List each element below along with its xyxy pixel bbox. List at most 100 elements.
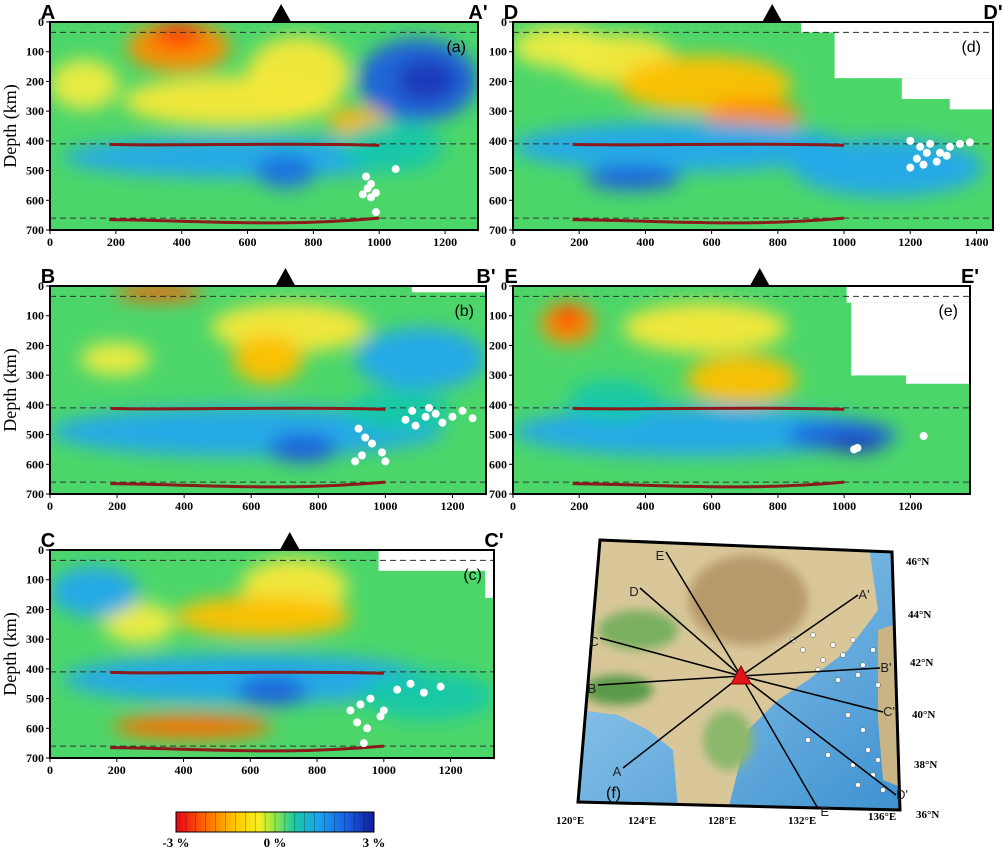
x-tick-label: 1200 [433, 235, 457, 249]
section-start-label: A [41, 2, 55, 24]
y-tick-label: 400 [26, 134, 44, 148]
profile-line-label: B' [880, 660, 891, 675]
latitude-label: 44°N [908, 609, 931, 621]
profile-line [639, 587, 742, 677]
x-tick-label: 200 [107, 235, 125, 249]
earthquake-dot [376, 712, 385, 721]
seismic-dot [840, 652, 846, 658]
earthquake-dot [406, 679, 415, 688]
profile-line [597, 675, 742, 686]
x-tick-label: 200 [108, 499, 126, 513]
y-tick-label: 700 [26, 751, 44, 765]
x-tick-label: 1200 [898, 499, 922, 513]
seismic-dot [835, 677, 841, 683]
x-tick-label: 1400 [964, 235, 988, 249]
latitude-label: 36°N [916, 809, 939, 821]
earthquake-dot [431, 409, 440, 418]
profile-line-label: E' [820, 804, 831, 819]
y-tick-label: 400 [26, 398, 44, 412]
x-tick-label: 1200 [898, 235, 922, 249]
profile-line-label: D [629, 584, 638, 599]
y-tick-label: 200 [26, 74, 44, 88]
earthquake-dot [906, 163, 915, 172]
earthquake-dot [346, 706, 355, 715]
earthquake-dot [955, 139, 964, 148]
x-tick-label: 1000 [372, 763, 396, 777]
volcano-icon [749, 268, 770, 286]
x-tick-label: 1200 [440, 499, 464, 513]
d660-discontinuity [572, 480, 845, 489]
earthquake-dot [381, 457, 390, 466]
earthquake-dot [379, 706, 388, 715]
section-panel-4: D D'(d) 0 200 400 600 800 1000 1200 1400 0 100 200 30… [489, 2, 1002, 249]
profile-line-label: D' [896, 787, 908, 802]
y-tick-label: 500 [26, 164, 44, 178]
y-tick-label: 200 [26, 602, 44, 616]
profile-line-label: B [588, 681, 597, 696]
earthquake-dot [363, 724, 372, 733]
y-tick-label: 500 [489, 428, 507, 442]
y-tick-label: 300 [489, 104, 507, 118]
d660-discontinuity [110, 480, 386, 489]
profile-line-label: E [656, 548, 665, 563]
earthquake-dot [468, 414, 477, 423]
latitude-label: 42°N [910, 657, 933, 669]
d660-discontinuity [572, 216, 845, 225]
earthquake-dot [356, 700, 365, 709]
earthquake-dot [353, 718, 362, 727]
panel-tag: (e) [938, 303, 958, 320]
y-tick-label: 700 [26, 487, 44, 501]
panel-tag: (c) [463, 567, 482, 584]
earthquake-dot [448, 412, 457, 421]
y-tick-label: 100 [26, 45, 44, 59]
x-tick-label: 0 [47, 499, 53, 513]
section-start-label: C [41, 530, 55, 552]
seismic-dot [850, 637, 856, 643]
volcano-icon [279, 532, 300, 550]
y-tick-label: 500 [26, 692, 44, 706]
y-tick-label: 600 [26, 193, 44, 207]
profile-line [599, 637, 742, 677]
earthquake-dot [965, 138, 974, 147]
profile-line [740, 675, 897, 796]
profile-line-label: A' [858, 587, 869, 602]
earthquake-dot [362, 172, 371, 181]
x-tick-label: 0 [510, 235, 516, 249]
d660-discontinuity [109, 216, 380, 225]
d410-discontinuity [572, 406, 845, 411]
section-start-label: D [504, 2, 518, 24]
y-tick-label: 300 [26, 368, 44, 382]
x-tick-label: 800 [304, 235, 322, 249]
section-end-label: B' [476, 266, 495, 288]
x-tick-label: 600 [242, 499, 260, 513]
panel-tag: (d) [961, 39, 981, 56]
section-end-label: D' [983, 2, 1002, 24]
section-panel-2: B B'(b) 0 200 400 600 800 1000 1200 0 100 200 300 400… [0, 266, 496, 513]
earthquake-dot [942, 151, 951, 160]
x-tick-label: 400 [175, 499, 193, 513]
colorbar: -3 % 0 % 3 % [162, 811, 385, 850]
seismic-dot [875, 757, 881, 763]
volcano-marker-icon [730, 664, 752, 685]
earthquake-dot [945, 142, 954, 151]
y-tick-label: 0 [38, 543, 44, 557]
earthquake-dot [357, 451, 366, 460]
section-panel-5: E E'(e) 0 200 400 600 800 1000 1200 0 100 200 300 400… [489, 266, 979, 513]
section-end-label: A' [468, 2, 487, 24]
profile-line [740, 675, 821, 810]
profile-line [622, 675, 742, 769]
x-tick-label: 800 [769, 499, 787, 513]
y-tick-label: 0 [501, 279, 507, 293]
y-tick-label: 700 [26, 223, 44, 237]
earthquake-dot [408, 406, 417, 415]
y-tick-label: 300 [489, 368, 507, 382]
map-panel-tag: (f) [606, 785, 621, 802]
y-tick-label: 100 [26, 309, 44, 323]
longitude-label: 120°E [556, 815, 584, 827]
seismic-dot [860, 727, 866, 733]
y-tick-label: 600 [26, 721, 44, 735]
x-tick-label: 0 [47, 235, 53, 249]
x-tick-label: 200 [108, 763, 126, 777]
location-map: A B C D E A' B' C' D' E' 46°N 44°N 42°N 40°N 38°N 36°N 1… [556, 538, 939, 827]
x-tick-label: 1000 [373, 499, 397, 513]
